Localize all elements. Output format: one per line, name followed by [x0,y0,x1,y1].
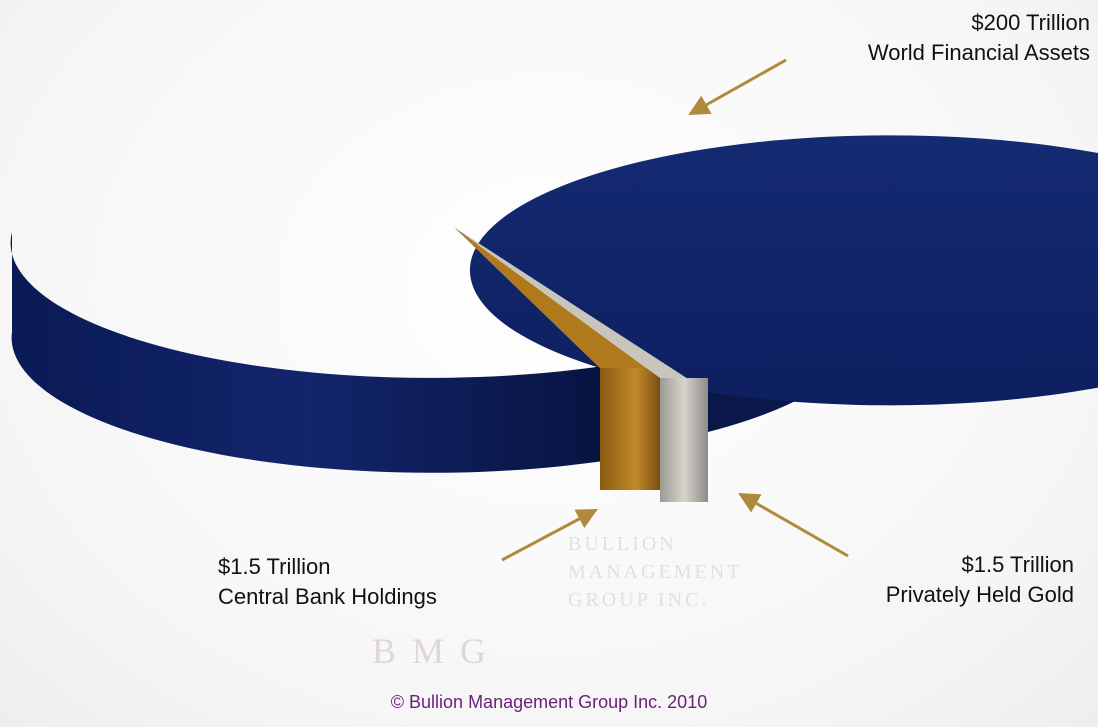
copyright-notice: © Bullion Management Group Inc. 2010 [390,692,708,712]
arrow-central [501,508,598,562]
label-value: $200 Trillion [971,10,1090,35]
label-privately-held-gold: $1.5 Trillion Privately Held Gold [886,550,1074,610]
slice-private-side [660,378,708,502]
slice-world-side [10,232,611,473]
watermark-line: BULLION [568,533,677,555]
slice-world-financial-assets [10,135,1098,473]
watermark-logo: BMG [372,631,503,671]
watermark-text: BULLION MANAGEMENT GROUP INC. [568,530,768,614]
label-central-bank-holdings: $1.5 Trillion Central Bank Holdings [218,552,437,612]
label-name: World Financial Assets [867,40,1090,65]
label-world-financial-assets: $200 Trillion World Financial Assets [868,8,1090,68]
slice-central-side [600,368,660,490]
arrow-world [688,58,787,116]
slice-privately-held-gold [455,228,708,502]
slice-world-top [455,135,1098,406]
label-name: Central Bank Holdings [218,584,437,609]
label-value: $1.5 Trillion [218,554,331,579]
watermark-line: GROUP INC. [568,589,710,611]
watermark-line: MANAGEMENT [568,561,743,583]
label-name: Privately Held Gold [885,582,1074,607]
arrow-private [738,492,849,558]
label-value: $1.5 Trillion [961,552,1074,577]
slice-private-top [455,228,708,392]
